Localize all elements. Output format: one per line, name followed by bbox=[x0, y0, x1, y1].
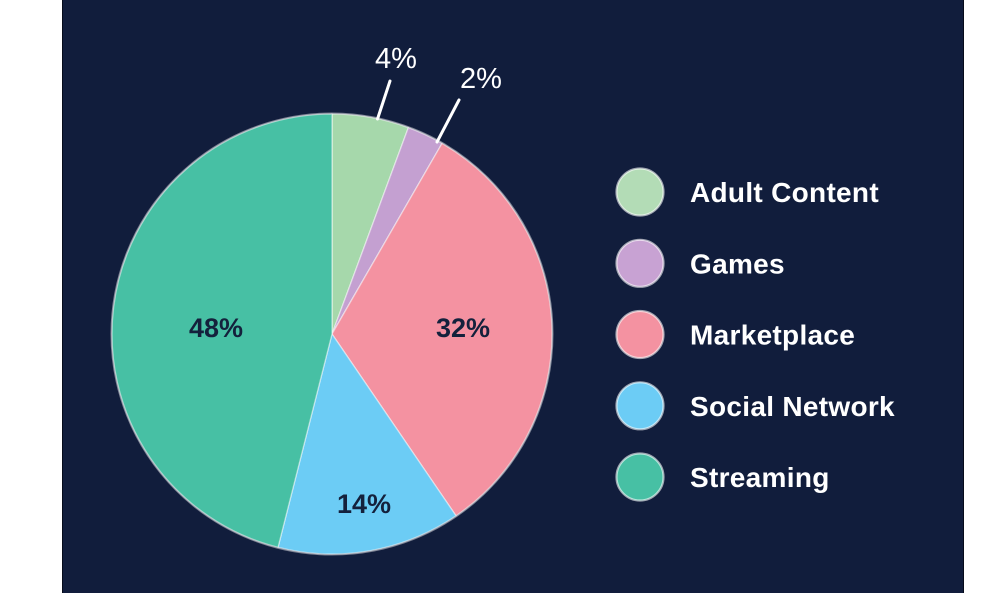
svg-text:14%: 14% bbox=[337, 489, 391, 519]
svg-text:2%: 2% bbox=[460, 63, 502, 95]
svg-text:Adult Content: Adult Content bbox=[690, 177, 879, 208]
svg-text:32%: 32% bbox=[436, 313, 490, 343]
svg-text:48%: 48% bbox=[189, 313, 243, 343]
svg-text:Streaming: Streaming bbox=[690, 462, 830, 493]
svg-text:4%: 4% bbox=[375, 43, 417, 75]
svg-text:Social Network: Social Network bbox=[690, 391, 895, 422]
svg-text:Marketplace: Marketplace bbox=[690, 320, 855, 351]
svg-text:Games: Games bbox=[690, 248, 785, 279]
